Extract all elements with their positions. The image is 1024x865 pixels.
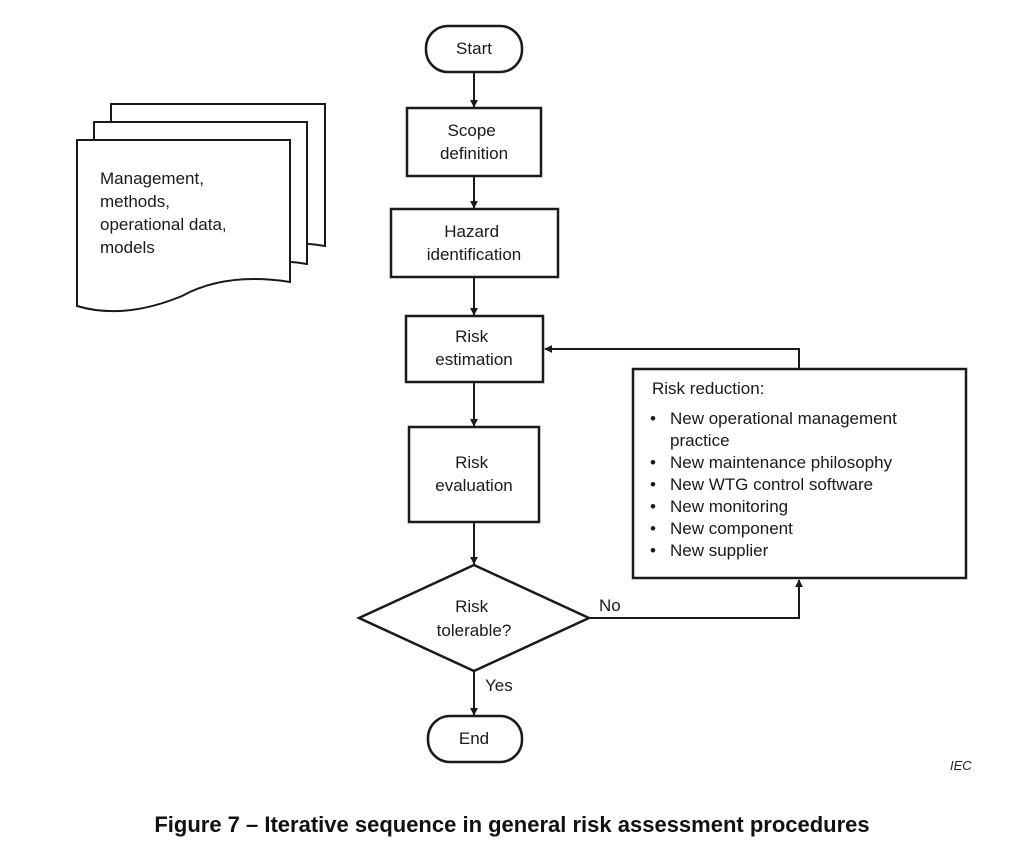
connectors — [470, 72, 803, 716]
scope-line-2: definition — [440, 144, 508, 163]
scope-label: Scope definition — [440, 121, 508, 163]
scope-line-1: Scope — [448, 121, 496, 140]
reduction-bullet: • — [650, 519, 656, 538]
arrow-no-to-reduction — [589, 579, 803, 619]
start-label: Start — [456, 39, 492, 58]
reduction-bullet: • — [650, 541, 656, 560]
credit-label: IEC — [950, 758, 972, 773]
reduction-bullet: • — [650, 497, 656, 516]
decision-label: Risk tolerable? — [437, 597, 512, 640]
hazard-label: Hazard identification — [427, 222, 522, 264]
decision-line-2: tolerable? — [437, 621, 512, 640]
risk-estimation-node: Risk estimation — [404, 314, 545, 384]
reduction-item-5: New component — [670, 519, 793, 538]
reduction-item-2: New maintenance philosophy — [670, 453, 893, 472]
document-front — [76, 139, 291, 313]
risk-tolerable-decision: Risk tolerable? — [356, 563, 592, 673]
inputs-line-4: models — [100, 238, 155, 257]
reduction-bullet: • — [650, 409, 656, 428]
estimation-line-2: estimation — [435, 350, 512, 369]
start-node: Start — [424, 24, 524, 74]
evaluation-line-1: Risk — [455, 453, 489, 472]
flowchart: Management, methods, operational data, m… — [76, 24, 968, 764]
decision-line-1: Risk — [455, 597, 489, 616]
hazard-identification-node: Hazard identification — [389, 207, 560, 279]
evaluation-line-2: evaluation — [435, 476, 513, 495]
reduction-title: Risk reduction: — [652, 379, 764, 398]
hazard-line-2: identification — [427, 245, 522, 264]
arrow-reduction-to-estimation — [544, 345, 800, 369]
evaluation-label: Risk evaluation — [435, 453, 513, 495]
estimation-label: Risk estimation — [435, 327, 512, 369]
risk-reduction-node: Risk reduction: • New operational managem… — [631, 367, 968, 580]
reduction-bullet: • — [650, 453, 656, 472]
reduction-item-1-line-2: practice — [670, 431, 730, 450]
reduction-bullet: • — [650, 475, 656, 494]
yes-label: Yes — [485, 676, 513, 695]
inputs-line-1: Management, — [100, 169, 204, 188]
figure-caption: Figure 7 – Iterative sequence in general… — [154, 812, 870, 837]
inputs-label: Management, methods, operational data, m… — [100, 169, 231, 257]
end-label: End — [459, 729, 489, 748]
input-document-stack: Management, methods, operational data, m… — [76, 103, 326, 313]
inputs-line-2: methods, — [100, 192, 170, 211]
reduction-list: • New operational management practice • New … — [650, 409, 897, 560]
estimation-line-1: Risk — [455, 327, 489, 346]
inputs-line-3: operational data, — [100, 215, 227, 234]
reduction-item-1: New operational management — [670, 409, 897, 428]
end-node: End — [426, 714, 524, 764]
scope-definition-node: Scope definition — [405, 106, 543, 178]
no-label: No — [599, 596, 621, 615]
reduction-item-3: New WTG control software — [670, 475, 873, 494]
risk-evaluation-node: Risk evaluation — [407, 425, 541, 524]
reduction-item-4: New monitoring — [670, 497, 788, 516]
reduction-item-6: New supplier — [670, 541, 769, 560]
hazard-line-1: Hazard — [444, 222, 499, 241]
